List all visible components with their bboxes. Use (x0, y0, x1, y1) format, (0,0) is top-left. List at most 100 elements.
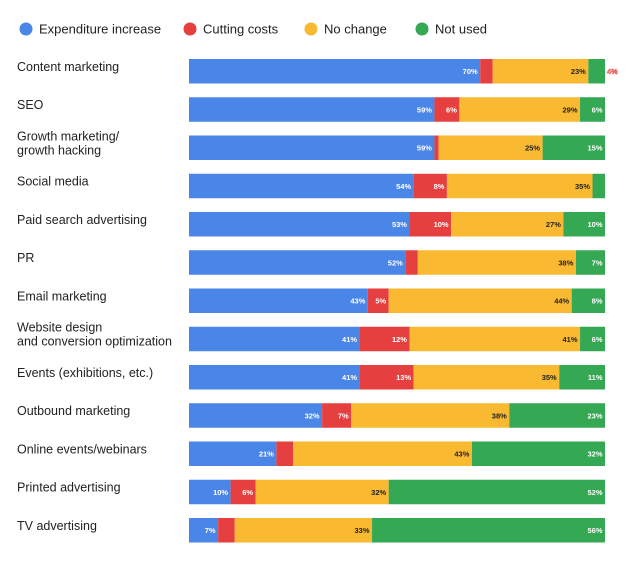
bar-segment-cutting-costs (434, 136, 438, 161)
bar-row-email-marketing: Email marketing 43% 5% 44% 8% (17, 289, 605, 314)
data-label: 38% (492, 411, 507, 420)
data-label: 32% (587, 450, 602, 459)
legend-marker-expenditure-increase (20, 23, 33, 36)
data-label: 52% (388, 258, 403, 267)
data-label: 10% (213, 488, 228, 497)
bar-segment-expenditure-increase (189, 289, 368, 314)
bar-segment-no-change (447, 174, 593, 199)
data-label: 32% (305, 411, 320, 420)
data-label: 59% (417, 105, 432, 114)
bar-segment-expenditure-increase (189, 403, 322, 428)
bar-segment-not-used (593, 174, 605, 199)
data-label: 6% (242, 488, 253, 497)
legend-item-expenditure-increase: Expenditure increase (20, 22, 162, 37)
data-label: 38% (558, 258, 573, 267)
data-label: 43% (350, 297, 365, 306)
legend-item-cutting-costs: Cutting costs (184, 22, 279, 37)
data-label: 43% (454, 450, 469, 459)
bar-row-events-exhibitions-etc: Events (exhibitions, etc.) 41% 13% 35% 11% (17, 365, 605, 390)
bar-segment-no-change (351, 403, 509, 428)
bar-segment-expenditure-increase (189, 174, 414, 199)
bar-row-seo: SEO 59% 6% 29% 6% (17, 97, 605, 122)
legend-label: No change (324, 22, 387, 37)
data-label: 32% (371, 488, 386, 497)
data-label: 6% (592, 105, 603, 114)
bar-segment-expenditure-increase (189, 365, 360, 390)
bar-segment-expenditure-increase (189, 136, 434, 161)
bar-row-content-marketing: Content marketing70%3%23%4% (17, 59, 618, 84)
data-label: 54% (396, 182, 411, 191)
category-label: Printed advertising (17, 481, 121, 495)
data-label: 41% (342, 373, 357, 382)
category-label: Growth marketing/growth hacking (17, 129, 120, 157)
category-label: Paid search advertising (17, 213, 147, 227)
legend-label: Cutting costs (203, 22, 279, 37)
bar-segment-no-change (414, 365, 560, 390)
category-label: Website design and conversion optimizatio… (17, 321, 172, 349)
bar-segment-expenditure-increase (189, 97, 434, 122)
data-label: 8% (592, 297, 603, 306)
data-label: 12% (392, 335, 407, 344)
bar-segment-no-change (235, 518, 372, 543)
data-label: 35% (575, 182, 590, 191)
data-label: 23% (587, 411, 602, 420)
bar-segment-no-change (256, 480, 389, 505)
data-label: 44% (554, 297, 569, 306)
category-label: PR (17, 251, 34, 265)
bar-row-printed-advertising: Printed advertising 10% 6% 32% 52% (17, 480, 605, 505)
data-label: 8% (434, 182, 445, 191)
data-label: 52% (587, 488, 602, 497)
category-label: Outbound marketing (17, 404, 130, 418)
bar-segment-cutting-costs (480, 59, 492, 84)
bar-row-tv-advertising: TV advertising7%4%33%56% (17, 518, 605, 543)
data-label: 29% (563, 105, 578, 114)
data-label: 70% (463, 67, 478, 76)
legend-marker-not-used (416, 23, 429, 36)
bar-segment-expenditure-increase (189, 212, 409, 237)
bar-row-paid-search-advertising: Paid search advertising 53% 10% 27% 10% (17, 212, 605, 237)
category-label: Events (exhibitions, etc.) (17, 366, 153, 380)
data-label: 7% (205, 526, 216, 535)
data-label: 15% (587, 144, 602, 153)
bar-row-growth-marketing-growth-hacking: Growth marketing/growth hacking59%1%25%1… (17, 129, 605, 160)
category-label: SEO (17, 98, 44, 112)
data-label: 13% (396, 373, 411, 382)
bar-row-website-design-and-conversion-optimization: Website design and conversion optimizatio… (17, 321, 605, 352)
legend-marker-no-change (305, 23, 318, 36)
data-label: 6% (592, 335, 603, 344)
data-label: 41% (342, 335, 357, 344)
legend-label: Not used (435, 22, 487, 37)
category-label: TV advertising (17, 519, 97, 533)
bar-segment-not-used (372, 518, 605, 543)
bar-row-social-media: Social media 54% 8% 35% (17, 174, 605, 199)
data-label: 59% (417, 144, 432, 153)
bar-segment-expenditure-increase (189, 59, 480, 84)
data-label: 6% (446, 105, 457, 114)
data-label: 23% (571, 67, 586, 76)
category-label: Social media (17, 175, 89, 189)
chart-legend: Expenditure increase Cutting costs No chan… (20, 22, 488, 37)
data-label: 4% (607, 67, 618, 76)
data-label: 21% (259, 450, 274, 459)
bar-segment-no-change (409, 327, 580, 352)
legend-label: Expenditure increase (39, 22, 161, 37)
stacked-bar-chart: Expenditure increase Cutting costs No chan… (0, 0, 627, 562)
data-label: 35% (542, 373, 557, 382)
category-label: Content marketing (17, 60, 119, 74)
legend-item-not-used: Not used (416, 22, 488, 37)
data-label: 10% (587, 220, 602, 229)
data-label: 41% (563, 335, 578, 344)
bar-segment-cutting-costs (218, 518, 235, 543)
bar-segment-not-used (472, 442, 605, 467)
chart-rows: Content marketing70%3%23%4%SEO59%6%29%6%… (17, 59, 618, 543)
bar-segment-not-used (588, 59, 605, 84)
bar-segment-not-used (389, 480, 605, 505)
bar-row-outbound-marketing: Outbound marketing 32% 7% 38% 23% (17, 403, 605, 428)
data-label: 53% (392, 220, 407, 229)
bar-segment-cutting-costs (405, 250, 417, 275)
data-label: 27% (546, 220, 561, 229)
data-label: 11% (588, 373, 603, 382)
bar-segment-no-change (389, 289, 572, 314)
